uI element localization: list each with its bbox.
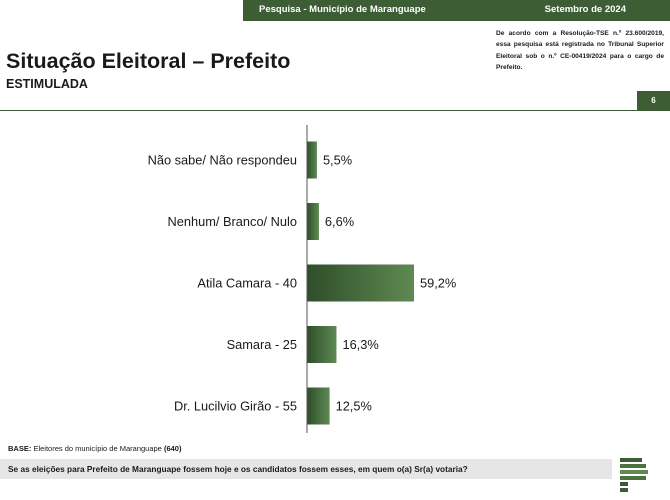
- page-title: Situação Eleitoral – Prefeito: [6, 49, 291, 73]
- brand-logo-icon: [620, 458, 648, 492]
- survey-question: Se as eleições para Prefeito de Marangua…: [8, 464, 468, 474]
- category-label: Não sabe/ Não respondeu: [148, 153, 297, 168]
- bar: [307, 203, 319, 240]
- value-label: 6,6%: [325, 214, 354, 229]
- page-subtitle: ESTIMULADA: [6, 77, 88, 91]
- question-bar: Se as eleições para Prefeito de Marangua…: [0, 459, 612, 479]
- base-prefix: BASE:: [8, 444, 32, 453]
- date-label: Setembro de 2024: [544, 4, 626, 15]
- category-label: Nenhum/ Branco/ Nulo: [168, 214, 297, 229]
- registry-note: De acordo com a Resolução-TSE n.º 23.600…: [496, 30, 664, 72]
- value-label: 16,3%: [342, 337, 378, 352]
- bar: [307, 264, 414, 302]
- base-text: Eleitores do município de Maranguape: [33, 444, 162, 453]
- base-note: BASE: Eleitores do município de Marangua…: [8, 444, 181, 453]
- header-divider: [0, 110, 670, 111]
- bar-chart: Não sabe/ Não respondeu 5,5% Nenhum/ Branc…: [148, 125, 456, 433]
- base-count: (640): [163, 444, 182, 453]
- survey-label: Pesquisa - Município de Maranguape: [259, 4, 426, 15]
- bar: [307, 326, 337, 363]
- header-bar: Pesquisa - Município de Maranguape Setem…: [243, 0, 670, 21]
- page-number: 6: [637, 91, 670, 111]
- category-label: Atila Camara - 40: [197, 276, 297, 291]
- value-label: 5,5%: [323, 153, 352, 168]
- value-label: 59,2%: [420, 276, 456, 291]
- bar: [307, 141, 317, 179]
- category-label: Samara - 25: [227, 337, 297, 352]
- value-label: 12,5%: [336, 399, 372, 414]
- bar: [307, 387, 330, 425]
- category-label: Dr. Lucilvio Girão - 55: [174, 399, 297, 414]
